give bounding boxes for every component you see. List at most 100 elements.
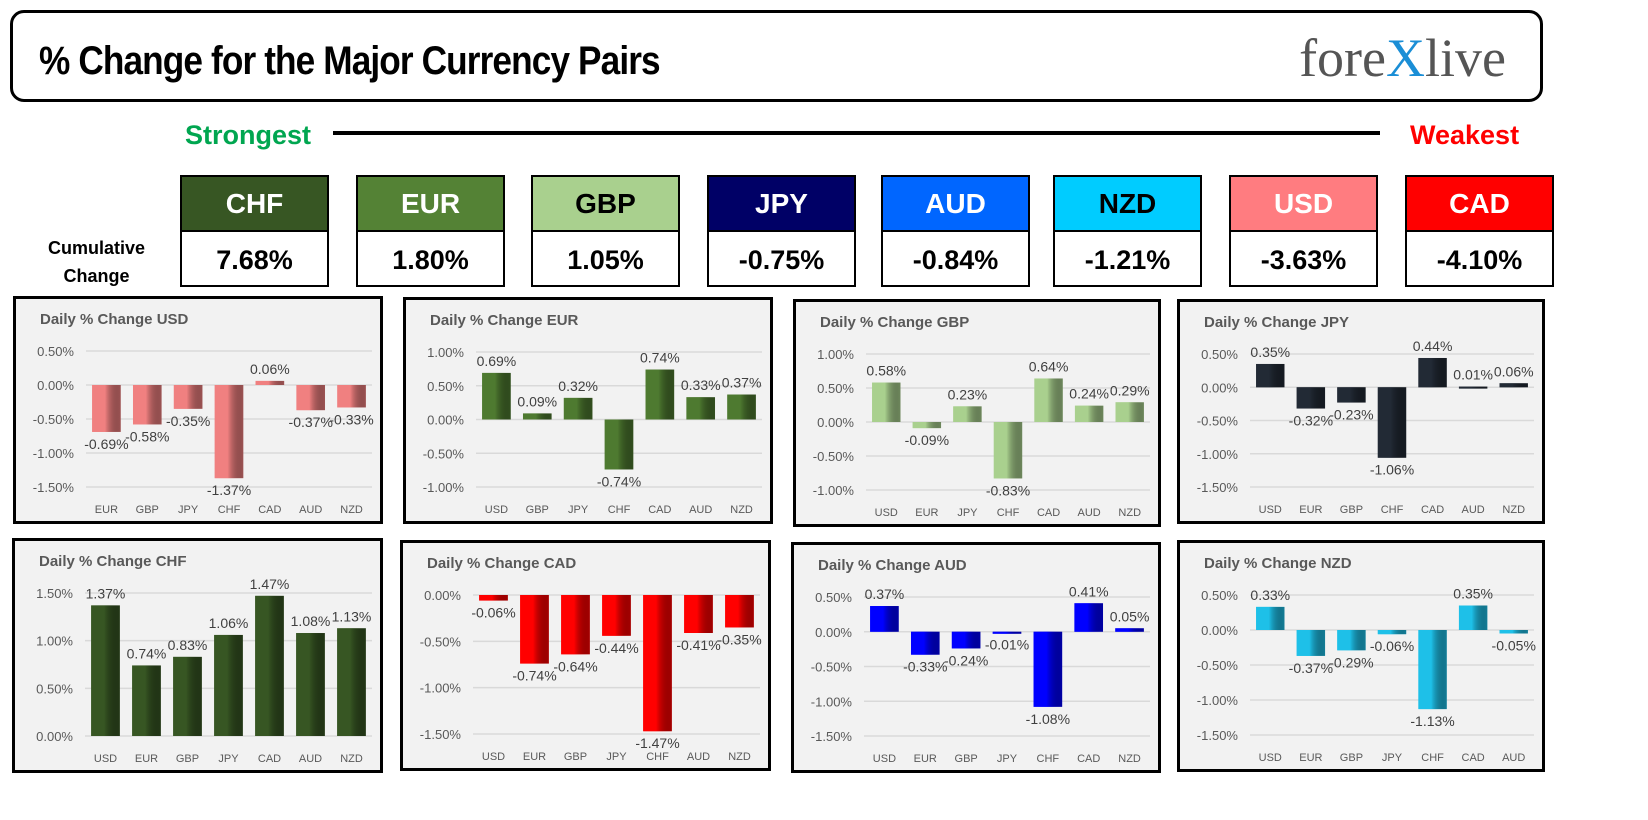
- x-tick-label: GBP: [136, 504, 159, 516]
- bar-shade: [1296, 387, 1326, 409]
- bar-shade: [1377, 630, 1407, 635]
- x-tick-label: JPY: [957, 507, 978, 519]
- data-label: -1.37%: [207, 482, 251, 498]
- data-label: 0.69%: [477, 353, 517, 369]
- cumulative-box-usd: USD -3.63%: [1229, 175, 1378, 287]
- x-tick-label: CHF: [1037, 753, 1060, 765]
- x-tick-label: GBP: [526, 504, 549, 516]
- x-tick-label: NZD: [1118, 507, 1141, 519]
- cumulative-box-gbp: GBP 1.05%: [531, 175, 680, 287]
- y-tick-label: 1.00%: [817, 347, 854, 362]
- y-tick-label: 0.50%: [427, 379, 464, 394]
- data-label: 1.08%: [291, 613, 331, 629]
- x-tick-label: JPY: [1382, 752, 1403, 764]
- bar-shade: [173, 656, 202, 736]
- bar-shade: [255, 595, 284, 736]
- bar-shade: [872, 382, 901, 422]
- y-tick-label: 0.00%: [37, 378, 74, 393]
- data-label: 0.44%: [1413, 338, 1453, 354]
- y-tick-label: -1.50%: [420, 727, 462, 742]
- x-tick-label: CAD: [1077, 753, 1100, 765]
- data-label: -1.13%: [1410, 713, 1454, 729]
- bar-shade: [1256, 606, 1285, 630]
- data-label: 0.01%: [1453, 367, 1493, 383]
- cumulative-value: -4.10%: [1436, 245, 1523, 275]
- data-label: 0.74%: [127, 645, 167, 661]
- x-tick-label: GBP: [955, 753, 978, 765]
- currency-name: GBP: [533, 177, 678, 232]
- data-label: 0.24%: [1069, 386, 1109, 402]
- y-tick-label: 0.00%: [815, 625, 852, 640]
- x-tick-label: USD: [482, 751, 505, 763]
- data-label: -0.37%: [1289, 660, 1333, 676]
- cumulative-box-nzd: NZD -1.21%: [1053, 175, 1202, 287]
- x-tick-label: USD: [94, 753, 117, 765]
- strongest-label: Strongest: [185, 120, 312, 150]
- chart-svg: 0.50% 0.00% -0.50% -1.00% -1.50% -0.69% EUR -0.…: [33, 344, 374, 516]
- x-tick-label: AUD: [687, 751, 710, 763]
- cumulative-value: 7.68%: [216, 245, 293, 275]
- bar-shade: [563, 397, 593, 420]
- chart-svg: 0.50% 0.00% -0.50% -1.00% -1.50% 0.35% USD -0.3…: [1197, 338, 1534, 516]
- cumulative-value: -0.75%: [738, 245, 825, 275]
- x-tick-label: NZD: [1118, 753, 1141, 765]
- header-box: % Change for the Major Currency Pairs fo…: [10, 10, 1543, 102]
- bar-shade: [522, 413, 552, 420]
- bar-shade: [684, 595, 713, 633]
- cumulative-value: -1.21%: [1084, 245, 1171, 275]
- bar-shade: [1033, 631, 1063, 707]
- bar-shade: [91, 605, 120, 736]
- bar-shade: [1458, 386, 1488, 389]
- x-tick-label: EUR: [915, 507, 938, 519]
- bar-shade: [214, 385, 244, 479]
- x-tick-label: EUR: [95, 504, 118, 516]
- chart-panel-jpy: Daily % Change JPY 0.50% 0.00% -0.50% -1.00%…: [1177, 299, 1545, 524]
- bar-shade: [296, 385, 326, 411]
- cumulative-box-eur: EUR 1.80%: [356, 175, 505, 287]
- data-label: -0.05%: [1492, 638, 1536, 654]
- data-label: 0.35%: [1250, 344, 1290, 360]
- y-tick-label: 0.50%: [815, 590, 852, 605]
- bar-shade: [1256, 363, 1285, 388]
- bar-shade: [910, 631, 940, 655]
- chart-svg: 0.50% 0.00% -0.50% -1.00% -1.50% 0.33% USD -0.3…: [1197, 586, 1536, 765]
- weakest-label: Weakest: [1410, 120, 1520, 150]
- bar-shade: [870, 606, 899, 632]
- bar-shade: [337, 628, 366, 736]
- cumulative-change-label: Cumulative Change: [48, 234, 145, 290]
- data-label: 0.23%: [948, 386, 988, 402]
- data-label: 0.29%: [1110, 382, 1150, 398]
- bar-shade: [953, 406, 982, 422]
- bar-shade: [482, 372, 511, 420]
- bar-shade: [643, 595, 672, 732]
- y-tick-label: -1.00%: [423, 480, 465, 495]
- data-label: -0.41%: [676, 637, 720, 653]
- y-tick-label: -0.50%: [33, 412, 75, 427]
- data-label: 0.83%: [168, 637, 208, 653]
- y-tick-label: -0.50%: [813, 449, 855, 464]
- currency-name: AUD: [883, 177, 1028, 232]
- data-label: 0.05%: [1110, 608, 1150, 624]
- data-label: -0.32%: [1289, 413, 1333, 429]
- bar-shade: [645, 369, 675, 420]
- x-tick-label: GBP: [1340, 752, 1363, 764]
- y-tick-label: 0.00%: [427, 413, 464, 428]
- bar-shade: [520, 595, 549, 664]
- cumulative-box-cad: CAD -4.10%: [1405, 175, 1554, 287]
- data-label: 0.09%: [517, 393, 557, 409]
- x-tick-label: JPY: [997, 753, 1018, 765]
- data-label: -0.24%: [944, 652, 988, 668]
- y-tick-label: 0.50%: [1201, 347, 1238, 362]
- data-label: -0.35%: [717, 631, 761, 647]
- bar-shade: [1337, 387, 1366, 403]
- x-tick-label: EUR: [914, 753, 937, 765]
- y-tick-label: -0.50%: [423, 446, 465, 461]
- bar-shade: [1377, 387, 1407, 458]
- data-label: -0.23%: [1329, 407, 1373, 423]
- chart-panel-aud: Daily % Change AUD 0.50% 0.00% -0.50% -1.00%…: [791, 542, 1161, 773]
- data-label: -0.58%: [125, 428, 169, 444]
- chart-title: Daily % Change GBP: [820, 314, 970, 331]
- data-label: 0.37%: [865, 586, 905, 602]
- y-tick-label: -1.00%: [1197, 693, 1239, 708]
- page-title: % Change for the Major Currency Pairs: [39, 39, 661, 83]
